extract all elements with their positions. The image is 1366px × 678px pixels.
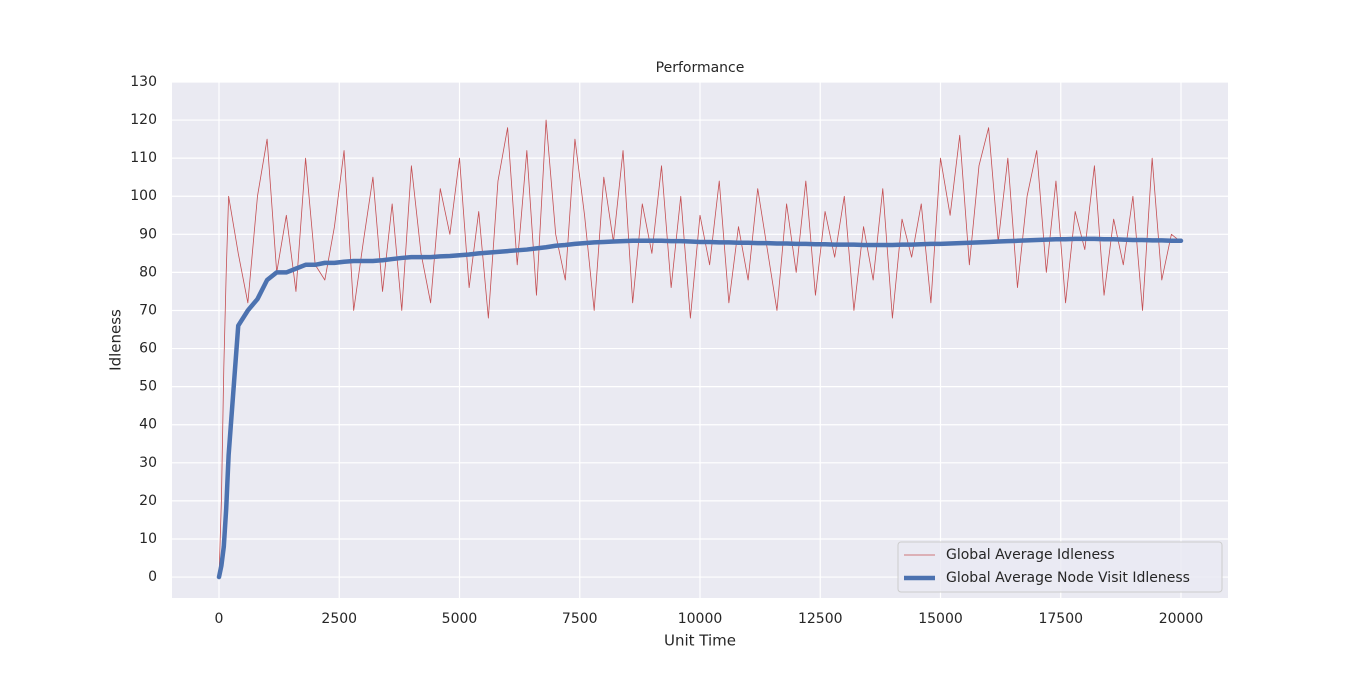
y-tick-label: 120 [130, 112, 157, 128]
y-tick-label: 90 [139, 226, 157, 242]
y-tick-label: 110 [130, 150, 157, 166]
y-tick-label: 100 [130, 188, 157, 204]
x-tick-label: 20000 [1159, 611, 1204, 627]
legend: Global Average Idleness Global Average No… [897, 541, 1223, 593]
x-tick-label: 2500 [321, 611, 357, 627]
y-tick-label: 130 [130, 74, 157, 90]
x-tick-label: 7500 [562, 611, 598, 627]
y-axis-label: Idleness [107, 309, 125, 371]
series-line [218, 119, 1182, 578]
chart-title: Performance [656, 60, 745, 76]
x-tick-label: 10000 [678, 611, 723, 627]
legend-box [897, 541, 1223, 593]
x-tick-label: 0 [215, 611, 224, 627]
legend-label: Global Average Idleness [946, 547, 1115, 563]
x-axis-label: Unit Time [664, 632, 736, 650]
y-tick-label: 20 [139, 493, 157, 509]
x-tick-label: 17500 [1038, 611, 1083, 627]
y-tick-label: 30 [139, 455, 157, 471]
grid [172, 81, 1228, 598]
y-tick-label: 40 [139, 417, 157, 433]
legend-label: Global Average Node Visit Idleness [946, 570, 1190, 586]
y-tick-label: 50 [139, 379, 157, 395]
y-tick-label: 70 [139, 302, 157, 318]
x-tick-label: 5000 [442, 611, 478, 627]
x-tick-label: 15000 [918, 611, 963, 627]
x-tick-label: 12500 [798, 611, 843, 627]
y-tick-label: 60 [139, 341, 157, 357]
lines [216, 119, 1184, 580]
y-tick-label: 10 [139, 531, 157, 547]
y-tick-label: 0 [148, 569, 157, 585]
y-tick-label: 80 [139, 264, 157, 280]
series-line [216, 236, 1184, 580]
